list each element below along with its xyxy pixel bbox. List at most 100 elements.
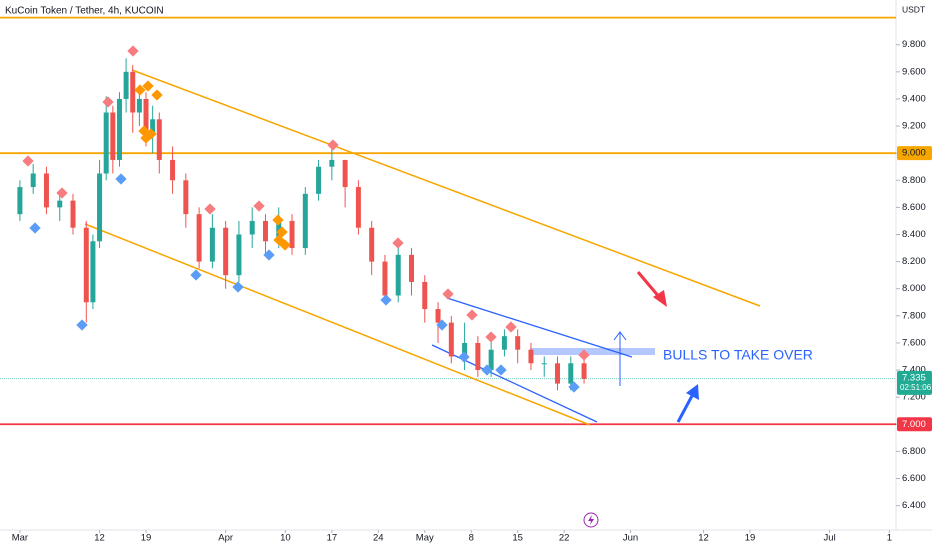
price-axis (896, 0, 932, 550)
signal-marker (481, 364, 493, 376)
level-badge (897, 146, 932, 161)
signals (22, 45, 590, 393)
signal-marker (442, 288, 454, 300)
candle-body (342, 159, 348, 188)
candle-body (329, 159, 335, 167)
candle-body (97, 173, 103, 242)
candle-body (555, 363, 561, 384)
signal-marker (495, 364, 507, 376)
trend-line (84, 223, 591, 426)
candle-body (369, 227, 375, 262)
candle-body (408, 254, 414, 282)
signal-marker (436, 319, 448, 331)
candle-body (302, 193, 308, 249)
candle-body (581, 363, 587, 379)
candle-body (488, 349, 494, 371)
annotation: BULLS TO TAKE OVER (663, 347, 813, 363)
y-tick-label: 9.400 (902, 93, 926, 104)
y-tick-label: 9.200 (902, 121, 926, 132)
candle-body (90, 241, 96, 303)
candle-body (355, 187, 361, 228)
candle-body (568, 363, 574, 384)
event-icon[interactable] (583, 512, 599, 528)
candle-body (30, 173, 36, 188)
x-tick-label: Jun (623, 533, 638, 544)
candle-body (462, 342, 468, 357)
x-tick-label: 19 (745, 533, 756, 544)
signal-marker (190, 269, 202, 281)
last-price-badge (897, 370, 932, 395)
candle-body (395, 254, 401, 296)
x-tick-label: Jul (824, 533, 836, 544)
signal-marker (578, 349, 590, 361)
candle-body (223, 227, 229, 276)
x-tick-label: 15 (512, 533, 523, 544)
y-tick-label: 9.800 (902, 39, 926, 50)
signal-marker (127, 45, 139, 57)
arrow-head (686, 384, 699, 400)
candle-body (501, 336, 507, 350)
signal-marker (485, 331, 497, 343)
signal-marker (140, 132, 152, 144)
candle-body (382, 261, 388, 296)
candle-body (475, 342, 481, 371)
y-tick-label: 7.400 (902, 365, 926, 376)
channel-line (446, 297, 633, 358)
x-tick-label: Mar (12, 533, 28, 544)
y-tick-label: 6.800 (902, 446, 926, 457)
candle-body (43, 173, 49, 208)
x-tick-label: 22 (559, 533, 570, 544)
y-tick-label: 8.200 (902, 256, 926, 267)
last-price-label: 7.335 (902, 372, 926, 383)
signal-marker (458, 351, 470, 363)
y-tick-label: 9.600 (902, 66, 926, 77)
event-icon-bolt (588, 515, 594, 525)
level-label: 9.000 (902, 148, 926, 159)
zone (530, 348, 655, 355)
currency: USDT (902, 4, 925, 14)
y-tick-label: 6.400 (902, 500, 926, 511)
x-tick-label: 1 (887, 533, 892, 544)
arrow-head (653, 290, 667, 307)
signal-marker (253, 200, 265, 212)
candle-body (196, 214, 202, 262)
y-tick-label: 8.400 (902, 229, 926, 240)
signal-marker (151, 89, 163, 101)
x-tick-label: May (416, 533, 434, 544)
signal-marker (29, 222, 41, 234)
signal-marker (115, 173, 127, 185)
x-tick-label: 17 (327, 533, 338, 544)
candle-body (170, 159, 176, 181)
signal-marker (204, 203, 216, 215)
candle-body (262, 220, 268, 242)
chart-title: KuCoin Token / Tether, 4h, KUCOIN (5, 6, 164, 17)
candle-body (17, 187, 23, 215)
x-tick-label: 8 (469, 533, 474, 544)
y-tick-label: 7.200 (902, 392, 926, 403)
candle-body (422, 281, 428, 310)
arrow-head (613, 331, 627, 341)
candle-body (528, 349, 534, 364)
candle-body (110, 112, 116, 160)
signal-marker (232, 281, 244, 293)
signal-marker (102, 96, 114, 108)
signal-marker (568, 381, 580, 393)
candle-body (116, 98, 122, 160)
candle-body (183, 180, 189, 215)
signal-marker (466, 309, 478, 321)
signal-marker (272, 214, 284, 226)
signal-marker (380, 294, 392, 306)
x-tick-label: 10 (280, 533, 291, 544)
x-tick-label: 19 (141, 533, 152, 544)
candle-body (515, 336, 521, 350)
arrow (636, 271, 662, 299)
candle-body (209, 227, 215, 262)
y-tick-label: 7.800 (902, 310, 926, 321)
y-tick-label: 8.600 (902, 202, 926, 213)
candle-body (249, 220, 255, 235)
candle-body (136, 98, 142, 113)
candle-body (83, 227, 89, 303)
signal-marker (56, 187, 68, 199)
candle-body (541, 363, 547, 365)
